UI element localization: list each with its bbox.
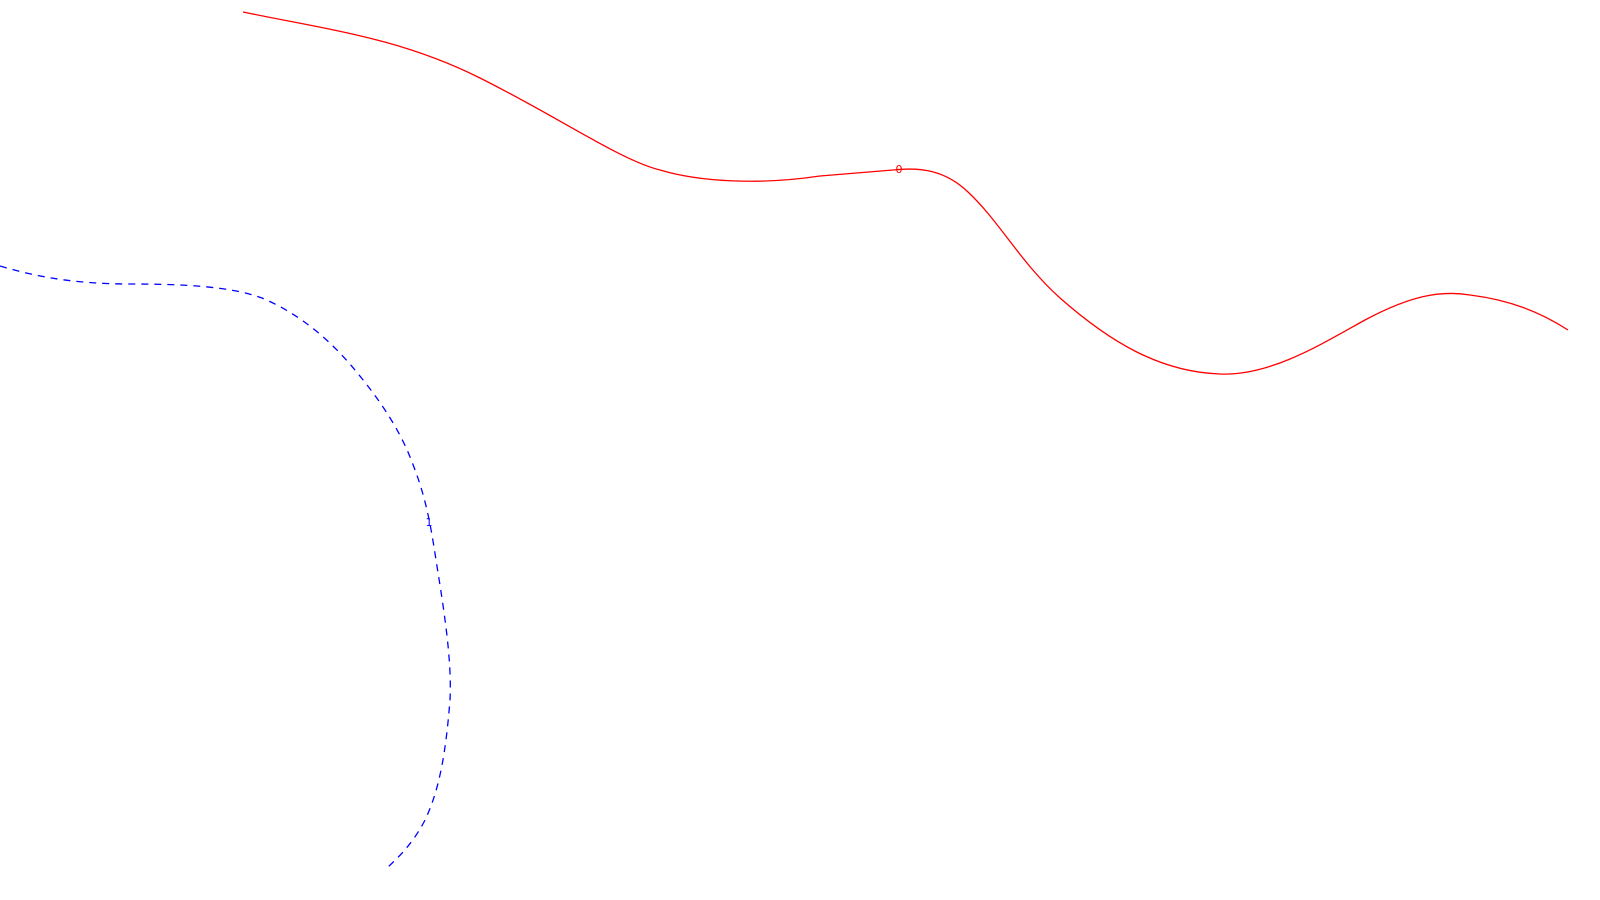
curve-1 <box>0 265 451 871</box>
curve-1-label: 1 <box>426 516 433 529</box>
curve-0 <box>242 11 1569 375</box>
curve-0-label: 0 <box>896 163 903 176</box>
